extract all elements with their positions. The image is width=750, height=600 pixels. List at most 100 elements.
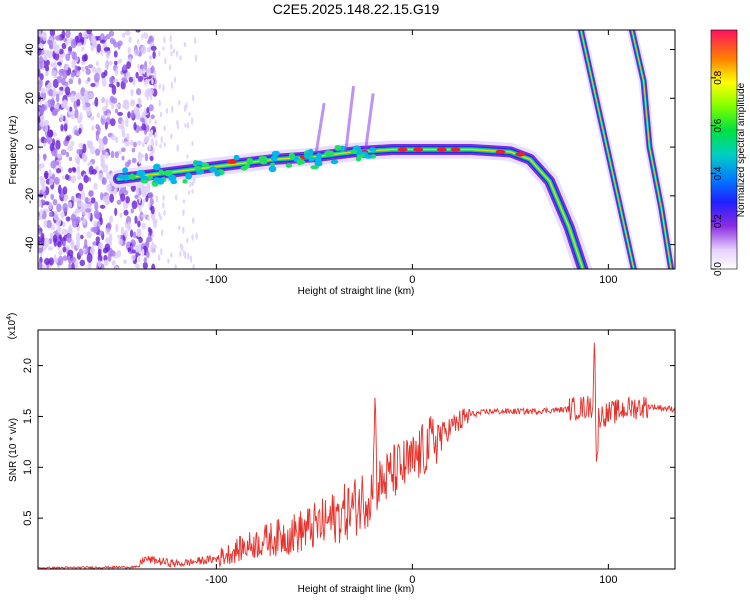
noise-speck (101, 177, 107, 185)
noise-speck (122, 64, 127, 71)
noise-speck (60, 149, 67, 156)
noise-speck (113, 50, 118, 58)
noise-speck (126, 61, 132, 69)
noise-speck (97, 254, 103, 262)
noise-speck (117, 58, 123, 64)
noise-speck (189, 255, 193, 263)
noise-speck (100, 39, 106, 44)
noise-speck (77, 175, 82, 180)
noise-speck (74, 197, 81, 203)
noise-speck (130, 100, 136, 107)
noise-speck (61, 175, 67, 180)
noise-speck (148, 60, 152, 66)
noise-speck (105, 200, 109, 206)
noise-speck (38, 215, 43, 221)
trace-blob (350, 149, 357, 155)
noise-speck (145, 117, 148, 125)
noise-speck (68, 262, 72, 269)
noise-speck (106, 222, 112, 230)
noise-speck (62, 186, 68, 195)
noise-speck (158, 99, 161, 107)
noise-speck (133, 49, 140, 56)
noise-speck (114, 207, 118, 217)
noise-speck (163, 209, 166, 216)
noise-speck (120, 147, 126, 153)
noise-speck (110, 150, 115, 159)
noise-speck (53, 52, 60, 61)
noise-speck (104, 151, 109, 159)
noise-speck (127, 247, 132, 252)
noise-speck (151, 78, 154, 85)
trace-blob (329, 150, 335, 156)
noise-speck (101, 72, 106, 79)
noise-speck (131, 254, 136, 261)
noise-speck (124, 30, 131, 36)
noise-speck (162, 202, 165, 209)
spectrogram-y-label: Frequency (Hz) (8, 116, 19, 185)
noise-speck (132, 76, 136, 87)
noise-speck (150, 129, 154, 134)
noise-speck (142, 69, 146, 75)
noise-speck (70, 140, 75, 147)
noise-speck (95, 148, 101, 156)
trace-peak-blob (450, 147, 461, 152)
noise-speck (152, 50, 156, 59)
noise-speck (65, 135, 71, 142)
snr-y-ticks: 0.5 1.0 1.5 2.0 (22, 358, 675, 526)
noise-speck (41, 184, 47, 192)
trace-blob (268, 165, 277, 173)
noise-speck (122, 103, 127, 109)
noise-speck (111, 104, 115, 110)
noise-speck (44, 71, 49, 77)
noise-speck (148, 144, 151, 151)
noise-speck (136, 140, 142, 146)
noise-speck (148, 55, 153, 60)
noise-speck (49, 232, 54, 239)
noise-speck (127, 111, 131, 119)
noise-speck (148, 192, 154, 199)
noise-speck (108, 30, 115, 37)
noise-speck (117, 111, 123, 117)
noise-speck (179, 251, 182, 258)
noise-speck (43, 49, 50, 55)
spectrogram-y-ticks: -40 -20 0 20 40 (24, 43, 675, 253)
noise-speck (150, 65, 155, 74)
colorbar-tick-label: 0.6 (713, 118, 724, 132)
noise-speck (69, 106, 73, 112)
noise-speck (142, 261, 148, 269)
noise-speck (91, 169, 97, 175)
noise-speck (141, 189, 145, 195)
noise-speck (71, 59, 76, 68)
noise-speck (105, 49, 111, 60)
noise-speck (61, 30, 66, 40)
noise-speck (90, 44, 95, 51)
noise-speck (76, 98, 81, 107)
noise-speck (114, 151, 119, 159)
noise-speck (65, 216, 71, 222)
noise-speck (192, 264, 195, 269)
trace-blob (168, 174, 177, 182)
noise-speck (56, 225, 62, 234)
spectrogram-panel: -100 0 100 -40 -20 0 20 40 Height of straight … (8, 29, 676, 297)
noise-speck (149, 155, 154, 162)
noise-speck (127, 159, 132, 165)
noise-speck (41, 264, 46, 269)
noise-speck (121, 119, 125, 127)
noise-speck (77, 182, 84, 192)
noise-speck (65, 106, 70, 111)
noise-speck (70, 39, 77, 49)
noise-speck (182, 209, 185, 217)
noise-speck (145, 250, 150, 259)
noise-speck (159, 143, 162, 149)
noise-speck (141, 123, 147, 131)
noise-speck (120, 192, 126, 202)
noise-speck (112, 97, 118, 104)
noise-speck (56, 217, 62, 227)
noise-speck (110, 250, 116, 257)
noise-speck (38, 115, 41, 124)
y-tick-label: 40 (24, 43, 36, 55)
noise-speck (56, 168, 62, 174)
noise-speck (82, 104, 87, 111)
noise-speck (68, 224, 73, 235)
noise-speck (122, 99, 129, 105)
